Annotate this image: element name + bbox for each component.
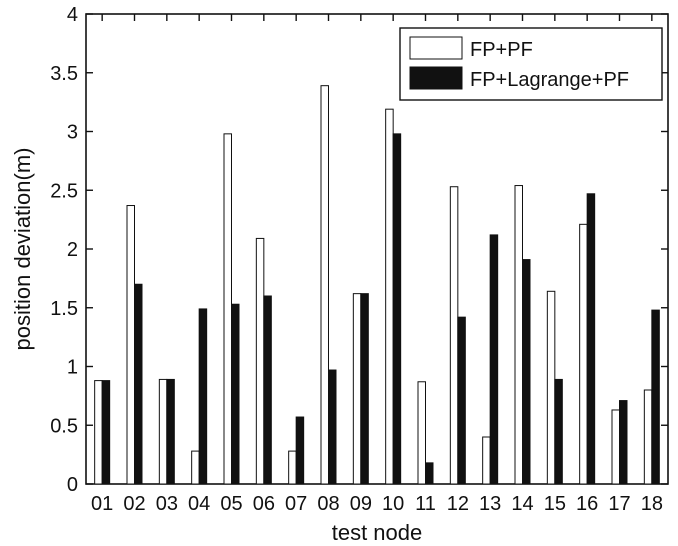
bar-fp-pf-11 — [417, 381, 426, 485]
bar-fp-lagrange-pf-08 — [328, 369, 337, 485]
bar-fp-lagrange-pf-04 — [198, 308, 208, 485]
y-tick-label: 3.5 — [50, 63, 78, 85]
x-tick-label: 07 — [285, 493, 307, 515]
bar-fp-lagrange-pf-09 — [360, 293, 369, 485]
bar-fp-lagrange-pf-14 — [522, 259, 531, 485]
bar-fp-pf-03 — [158, 378, 168, 485]
x-tick-label: 01 — [91, 493, 113, 515]
bar-fp-lagrange-pf-17 — [619, 400, 628, 485]
bar-fp-pf-18 — [643, 389, 653, 485]
bar-fp-lagrange-pf-05 — [231, 303, 240, 485]
bar-fp-pf-07 — [288, 450, 297, 485]
bar-fp-pf-12 — [449, 186, 459, 485]
bar-fp-lagrange-pf-02 — [134, 283, 143, 485]
bar-fp-pf-17 — [611, 409, 620, 485]
bar-fp-lagrange-pf-15 — [554, 378, 563, 485]
x-tick-label: 13 — [479, 493, 501, 515]
bar-fp-lagrange-pf-13 — [489, 234, 499, 485]
y-axis: 0 0.5 1 1.5 2 2.5 3 3.5 4 — [50, 4, 668, 496]
legend-label-fp-lagrange-pf: FP+Lagrange+PF — [470, 69, 629, 91]
x-tick-label: 03 — [156, 493, 178, 515]
x-tick-label: 18 — [641, 493, 663, 515]
y-tick-label: 1 — [67, 357, 78, 379]
x-tick-label: 04 — [188, 493, 210, 515]
bar-fp-pf-02 — [126, 205, 135, 485]
bar-fp-pf-15 — [546, 290, 556, 485]
x-tick-label: 06 — [253, 493, 275, 515]
y-tick-label: 2.5 — [50, 180, 78, 202]
x-tick-label: 15 — [544, 493, 566, 515]
bar-fp-pf-09 — [352, 293, 362, 485]
legend-swatch-fp-lagrange-pf — [409, 66, 463, 90]
legend: FP+PF FP+Lagrange+PF — [399, 27, 663, 101]
bar-fp-lagrange-pf-10 — [392, 133, 402, 485]
x-tick-label: 16 — [576, 493, 598, 515]
x-axis-label: test node — [332, 520, 423, 545]
bar-fp-lagrange-pf-07 — [295, 416, 305, 485]
bar-fp-lagrange-pf-01 — [101, 380, 111, 485]
y-tick-label: 0 — [67, 474, 78, 496]
bar-fp-pf-05 — [223, 133, 232, 485]
bar-fp-pf-16 — [579, 223, 588, 485]
y-tick-label: 1.5 — [50, 298, 78, 320]
y-tick-label: 2 — [67, 239, 78, 261]
bar-fp-lagrange-pf-11 — [425, 462, 434, 485]
x-tick-label: 14 — [511, 493, 533, 515]
bar-fp-pf-06 — [255, 237, 265, 485]
x-tick-label: 12 — [447, 493, 469, 515]
x-tick-label: 17 — [608, 493, 630, 515]
x-tick-label: 10 — [382, 493, 404, 515]
bar-fp-lagrange-pf-16 — [586, 193, 596, 485]
legend-label-fp-pf: FP+PF — [470, 39, 533, 61]
x-tick-label: 11 — [415, 493, 436, 515]
y-tick-label: 3 — [67, 122, 78, 144]
y-tick-label: 0.5 — [50, 415, 78, 437]
x-tick-label: 02 — [123, 493, 145, 515]
bars — [94, 85, 660, 485]
bar-fp-lagrange-pf-18 — [651, 309, 660, 485]
bar-fp-pf-04 — [191, 450, 200, 485]
bar-fp-pf-10 — [385, 108, 394, 485]
bar-fp-lagrange-pf-12 — [457, 316, 466, 485]
x-tick-label: 09 — [350, 493, 372, 515]
bar-fp-pf-14 — [514, 185, 523, 485]
legend-swatch-fp-pf — [409, 36, 463, 60]
x-tick-label: 08 — [317, 493, 339, 515]
x-axis: 01 02 03 04 05 06 07 08 09 10 11 12 13 14 15 16 17 18 — [91, 14, 663, 515]
bar-fp-lagrange-pf-03 — [166, 378, 175, 485]
bar-fp-pf-08 — [320, 85, 329, 485]
bar-fp-pf-01 — [94, 380, 103, 485]
y-tick-label: 4 — [67, 4, 78, 26]
y-axis-label: position deviation(m) — [10, 148, 35, 351]
x-tick-label: 05 — [220, 493, 242, 515]
bar-fp-pf-13 — [482, 436, 491, 485]
bar-fp-lagrange-pf-06 — [263, 295, 272, 485]
